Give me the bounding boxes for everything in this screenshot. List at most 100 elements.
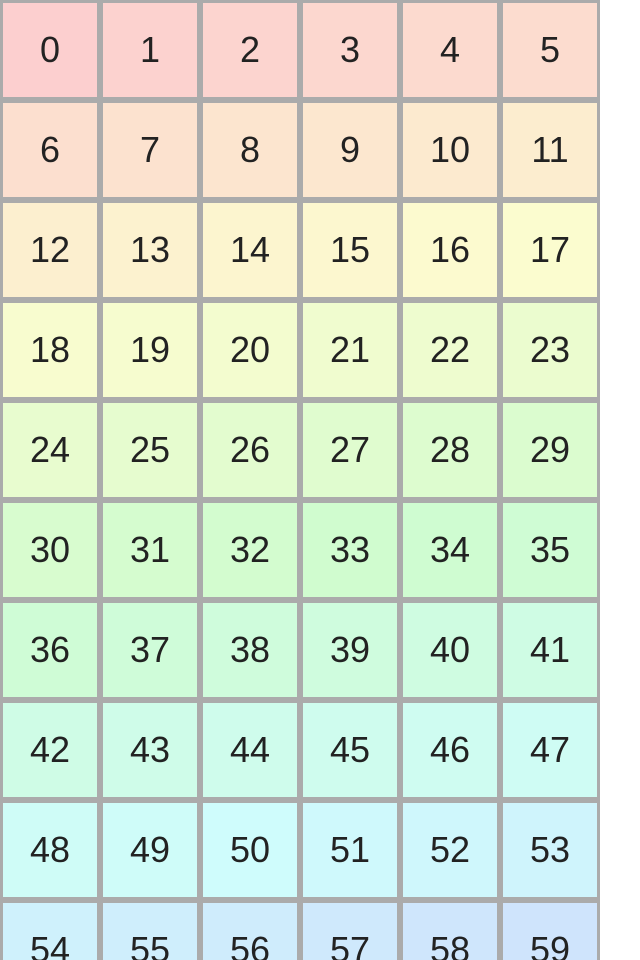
grid-cell-45: 45: [300, 700, 400, 800]
number-grid: 0 1 2 3 4 5 6 7 8 9 10 11 12 13 14 15 16 17 18 19 20 21 22 23 24…: [0, 0, 600, 960]
grid-cell-31: 31: [100, 500, 200, 600]
grid-cell-3: 3: [300, 0, 400, 100]
cell-number: 20: [229, 329, 271, 370]
cell-number: 53: [529, 829, 571, 870]
grid-cell-18: 18: [0, 300, 100, 400]
cell-number: 43: [129, 729, 171, 770]
grid-cell-26: 26: [200, 400, 300, 500]
cell-number: 11: [531, 129, 569, 170]
cell-number: 59: [529, 929, 571, 960]
grid-cell-25: 25: [100, 400, 200, 500]
grid-cell-59: 59: [500, 900, 600, 960]
cell-number: 30: [29, 529, 71, 570]
cell-number: 54: [29, 929, 71, 960]
cell-number: 56: [229, 929, 271, 960]
cell-number: 46: [429, 729, 471, 770]
cell-number: 49: [129, 829, 171, 870]
cell-number: 25: [129, 429, 171, 470]
grid-cell-12: 12: [0, 200, 100, 300]
grid-cell-54: 54: [0, 900, 100, 960]
grid-cell-56: 56: [200, 900, 300, 960]
cell-number: 26: [229, 429, 271, 470]
cell-number: 16: [429, 229, 471, 270]
cell-number: 19: [129, 329, 171, 370]
grid-cell-6: 6: [0, 100, 100, 200]
cell-number: 9: [339, 129, 361, 170]
grid-cell-28: 28: [400, 400, 500, 500]
cell-number: 47: [529, 729, 571, 770]
cell-number: 28: [429, 429, 471, 470]
grid-cell-40: 40: [400, 600, 500, 700]
grid-cell-15: 15: [300, 200, 400, 300]
cell-number: 57: [329, 929, 371, 960]
grid-cell-19: 19: [100, 300, 200, 400]
cell-number: 2: [239, 29, 261, 70]
grid-cell-17: 17: [500, 200, 600, 300]
grid-cell-38: 38: [200, 600, 300, 700]
cell-number: 0: [39, 29, 61, 70]
cell-number: 35: [529, 529, 571, 570]
grid-cell-7: 7: [100, 100, 200, 200]
cell-number: 55: [129, 929, 171, 960]
cell-number: 39: [329, 629, 371, 670]
grid-cell-14: 14: [200, 200, 300, 300]
grid-cell-51: 51: [300, 800, 400, 900]
grid-cell-24: 24: [0, 400, 100, 500]
grid-cell-10: 10: [400, 100, 500, 200]
cell-number: 13: [129, 229, 171, 270]
grid-cell-2: 2: [200, 0, 300, 100]
grid-cell-39: 39: [300, 600, 400, 700]
grid-cell-13: 13: [100, 200, 200, 300]
grid-cell-34: 34: [400, 500, 500, 600]
grid-cell-30: 30: [0, 500, 100, 600]
grid-cell-8: 8: [200, 100, 300, 200]
grid-cell-42: 42: [0, 700, 100, 800]
grid-cell-44: 44: [200, 700, 300, 800]
grid-cell-52: 52: [400, 800, 500, 900]
grid-cell-49: 49: [100, 800, 200, 900]
cell-number: 6: [39, 129, 61, 170]
cell-number: 22: [429, 329, 471, 370]
cell-number: 58: [429, 929, 471, 960]
cell-number: 33: [329, 529, 371, 570]
grid-cell-36: 36: [0, 600, 100, 700]
grid-cell-35: 35: [500, 500, 600, 600]
cell-number: 15: [329, 229, 371, 270]
grid-cell-22: 22: [400, 300, 500, 400]
grid-cell-20: 20: [200, 300, 300, 400]
cell-number: 18: [29, 329, 71, 370]
grid-cell-32: 32: [200, 500, 300, 600]
grid-cell-58: 58: [400, 900, 500, 960]
grid-cell-37: 37: [100, 600, 200, 700]
grid-cell-9: 9: [300, 100, 400, 200]
grid-cell-5: 5: [500, 0, 600, 100]
cell-number: 14: [229, 229, 271, 270]
cell-number: 10: [429, 129, 471, 170]
cell-number: 7: [139, 129, 161, 170]
grid-cell-16: 16: [400, 200, 500, 300]
cell-number: 8: [239, 129, 261, 170]
cell-number: 37: [129, 629, 171, 670]
grid-cell-27: 27: [300, 400, 400, 500]
cell-number: 51: [329, 829, 371, 870]
grid-cell-48: 48: [0, 800, 100, 900]
cell-number: 40: [429, 629, 471, 670]
cell-number: 36: [29, 629, 71, 670]
cell-number: 44: [229, 729, 271, 770]
grid-cell-29: 29: [500, 400, 600, 500]
grid-cell-55: 55: [100, 900, 200, 960]
cell-number: 4: [439, 29, 461, 70]
grid-cell-41: 41: [500, 600, 600, 700]
cell-number: 42: [29, 729, 71, 770]
grid-cell-57: 57: [300, 900, 400, 960]
cell-number: 1: [139, 29, 161, 70]
cell-number: 48: [29, 829, 71, 870]
grid-cell-50: 50: [200, 800, 300, 900]
cell-number: 17: [529, 229, 571, 270]
cell-number: 21: [329, 329, 371, 370]
cell-number: 27: [329, 429, 371, 470]
cell-number: 41: [529, 629, 571, 670]
cell-number: 45: [329, 729, 371, 770]
grid-cell-46: 46: [400, 700, 500, 800]
